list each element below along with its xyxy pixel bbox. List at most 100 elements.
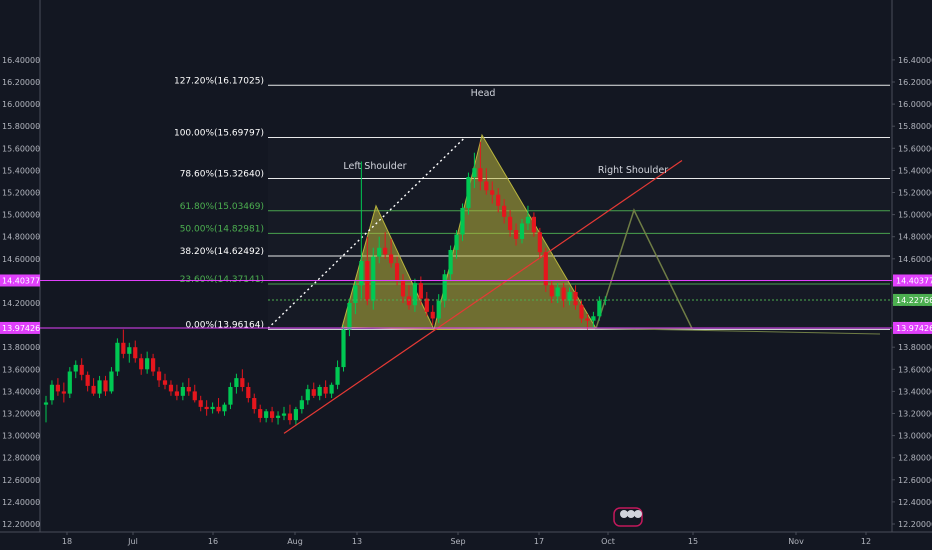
- candle-body: [109, 371, 114, 392]
- right-tick-label: 15.80000: [898, 122, 932, 131]
- candle-up: [412, 278, 417, 312]
- left-tick-label: 12.20000: [2, 520, 40, 529]
- candle-down: [508, 210, 513, 237]
- candle-up: [359, 161, 364, 299]
- candle-body: [454, 234, 459, 250]
- candle-up: [597, 296, 602, 321]
- left-tick-label: 15.40000: [2, 166, 40, 175]
- candle-down: [162, 373, 168, 390]
- right-tick-label: 12.20000: [898, 520, 932, 529]
- left-price-badge: [0, 321, 40, 334]
- candle-up: [145, 351, 150, 374]
- candle-up: [275, 411, 281, 425]
- fib-level-label: 100.00%(15.69797): [174, 128, 264, 138]
- candle-body: [341, 329, 346, 368]
- right-tick-label: 12.40000: [898, 498, 932, 507]
- candle-down: [156, 367, 162, 387]
- candle-up: [472, 152, 477, 189]
- candle-body: [418, 283, 423, 299]
- candle-body: [252, 398, 257, 410]
- candle-body: [466, 177, 471, 208]
- time-tick-label: Oct: [601, 537, 615, 546]
- right-tick-label: 16.20000: [898, 78, 932, 87]
- candle-body: [430, 311, 435, 319]
- candle-body: [103, 380, 108, 392]
- left-tick-label: 13.80000: [2, 343, 40, 352]
- left-tick-label: 14.80000: [2, 233, 40, 242]
- candle-body: [377, 247, 382, 257]
- candle-down: [79, 358, 84, 381]
- candle-body: [156, 371, 162, 381]
- candle-body: [216, 406, 221, 412]
- candle-body: [478, 168, 483, 182]
- fib-level-label: 127.20%(16.17025): [174, 76, 264, 86]
- candle-up: [97, 375, 102, 399]
- logo-frame: [613, 507, 643, 527]
- time-tick-label: 13: [352, 537, 362, 546]
- left-price-axis[interactable]: 16.40000 16.20000 16.00000 15.80000 15.60000…: [2, 0, 41, 532]
- right-tick-label: 14.80000: [898, 233, 932, 242]
- tradingview-logo: [613, 507, 643, 527]
- candle-body: [394, 263, 400, 281]
- candle-body: [597, 300, 602, 317]
- candle-down: [513, 223, 519, 246]
- candle-body: [299, 400, 304, 410]
- candle-up: [567, 287, 572, 306]
- candle-body: [448, 249, 453, 275]
- candle-body: [400, 280, 406, 297]
- candle-up: [234, 373, 239, 394]
- candle-body: [61, 391, 66, 394]
- candle-body: [353, 285, 358, 303]
- candle-up: [49, 380, 55, 405]
- fib-level-label: 0.00%(13.96164): [185, 320, 264, 330]
- candle-up: [347, 298, 352, 337]
- left-tick-label: 16.20000: [2, 78, 40, 87]
- candle-up: [442, 269, 447, 308]
- candle-body: [168, 384, 174, 392]
- time-tick-label: 18: [62, 537, 72, 546]
- candle-down: [121, 329, 126, 359]
- candle-down: [198, 395, 203, 412]
- candle-down: [287, 404, 293, 425]
- candle-body: [567, 291, 572, 301]
- candle-up: [353, 280, 358, 315]
- candle-up: [127, 342, 132, 363]
- candle-down: [561, 283, 566, 308]
- right-price-badge: [893, 293, 932, 306]
- dotted-trend-line: [267, 137, 465, 329]
- candle-body: [442, 274, 447, 301]
- candle-up: [281, 406, 287, 421]
- left-tick-label: 13.20000: [2, 410, 40, 419]
- fib-level-label: 78.60%(15.32640): [180, 170, 264, 180]
- candle-body: [383, 247, 388, 255]
- right-tick-label: 16.40000: [898, 56, 932, 65]
- candle-body: [198, 400, 203, 407]
- candle-up: [180, 382, 185, 401]
- time-tick-label: 17: [534, 537, 544, 546]
- candle-down: [484, 168, 489, 195]
- right-tick-label: 12.80000: [898, 454, 932, 463]
- candle-up: [466, 172, 471, 215]
- left-price-badge-text: 13.97426: [2, 324, 40, 333]
- candle-up: [436, 294, 441, 323]
- candle-body: [275, 415, 281, 418]
- candle-body: [79, 364, 84, 375]
- candle-up: [43, 395, 49, 423]
- candle-body: [43, 402, 49, 405]
- candle-body: [270, 411, 275, 418]
- candle-down: [216, 398, 221, 414]
- right-price-badge: [893, 321, 932, 334]
- candle-body: [513, 230, 519, 239]
- right-tick-label: 15.40000: [898, 166, 932, 175]
- candle-body: [573, 291, 578, 306]
- candle-body: [531, 216, 536, 233]
- candle-down: [186, 378, 191, 396]
- time-axis[interactable]: 18 Jul 16 Aug 13 Sep 17 Oct 15 Nov 12: [0, 531, 932, 546]
- candle-down: [383, 232, 388, 259]
- candle-body: [490, 190, 495, 195]
- time-tick-label: Sep: [450, 537, 465, 546]
- time-tick-label: Jul: [127, 537, 138, 546]
- candle-down: [496, 188, 501, 213]
- neckline-projection: [595, 327, 881, 335]
